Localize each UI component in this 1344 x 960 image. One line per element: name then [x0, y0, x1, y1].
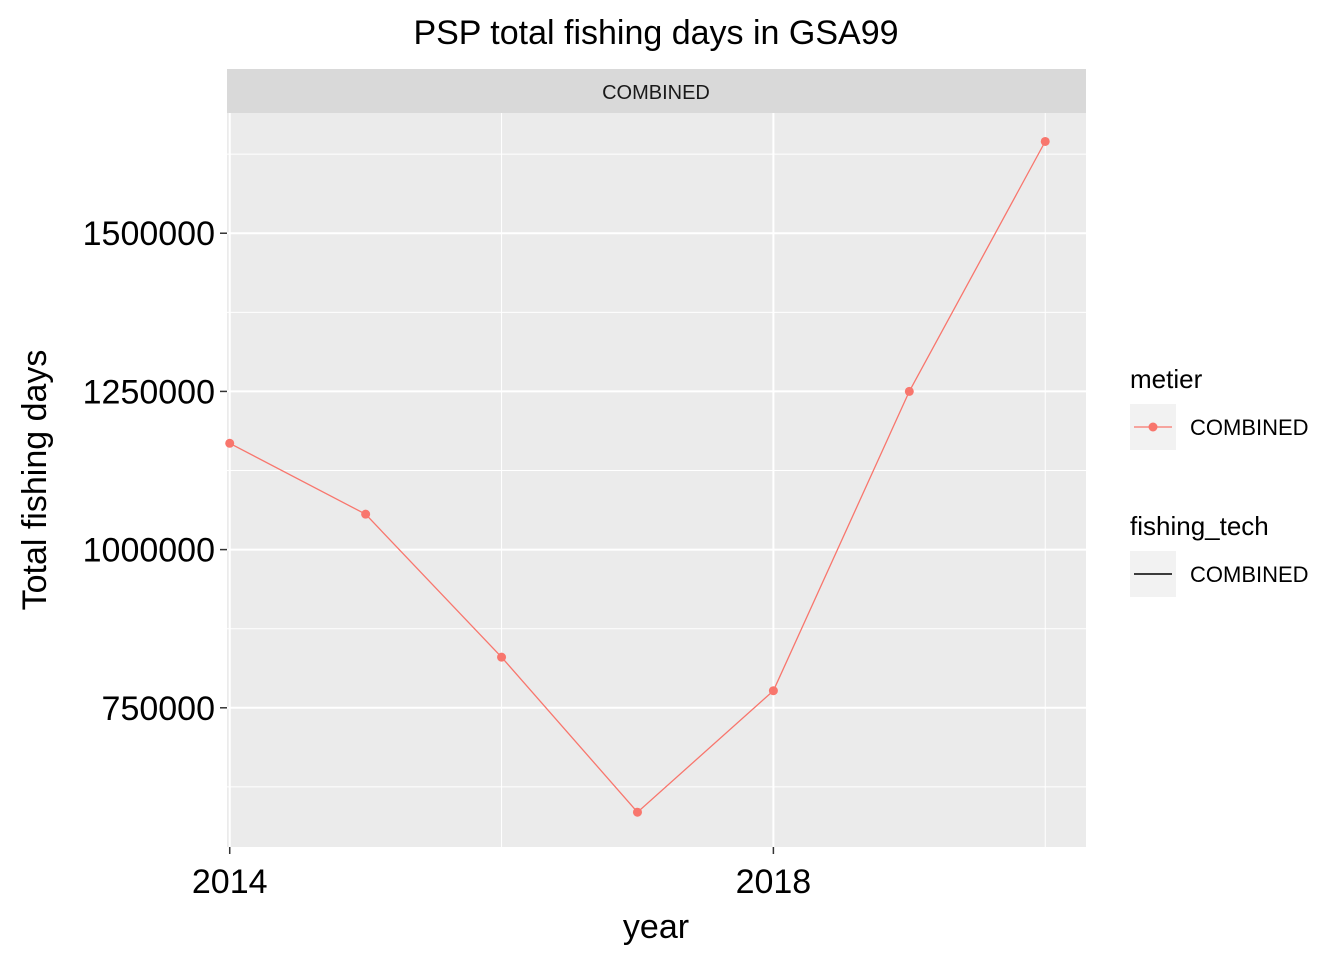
data-point	[768, 686, 778, 696]
legend-title: fishing_tech	[1130, 511, 1269, 541]
data-point	[632, 807, 642, 817]
y-axis: 750000 1000000 1250000 1500000	[83, 215, 227, 728]
legend-key-point	[1148, 422, 1158, 432]
plot-panel	[227, 113, 1086, 847]
x-tick-label: 2018	[736, 863, 812, 901]
legend-title: metier	[1130, 364, 1203, 394]
legend: metier COMBINED fishing_tech COMBINED	[1130, 364, 1309, 597]
x-axis-title: year	[623, 908, 689, 946]
x-tick-label: 2014	[192, 863, 268, 901]
facet-strip-label: COMBINED	[602, 82, 710, 104]
y-tick-label: 1250000	[83, 373, 215, 411]
y-tick-label: 1000000	[83, 532, 215, 570]
chart-title: PSP total fishing days in GSA99	[413, 14, 898, 52]
major-gridlines	[227, 113, 1086, 847]
facet-strip	[227, 69, 1086, 113]
data-point	[904, 386, 914, 396]
x-axis: 2014 2018	[192, 847, 811, 901]
y-axis-title: Total fishing days	[16, 350, 54, 611]
data-point	[1040, 136, 1050, 146]
data-point	[361, 509, 371, 519]
y-tick-label: 750000	[102, 690, 215, 728]
legend-label: COMBINED	[1190, 562, 1309, 587]
data-point	[225, 438, 235, 448]
legend-label: COMBINED	[1190, 415, 1309, 440]
series-layer	[225, 136, 1050, 817]
data-point	[497, 652, 507, 662]
minor-gridlines	[227, 113, 1086, 847]
y-tick-label: 1500000	[83, 215, 215, 253]
